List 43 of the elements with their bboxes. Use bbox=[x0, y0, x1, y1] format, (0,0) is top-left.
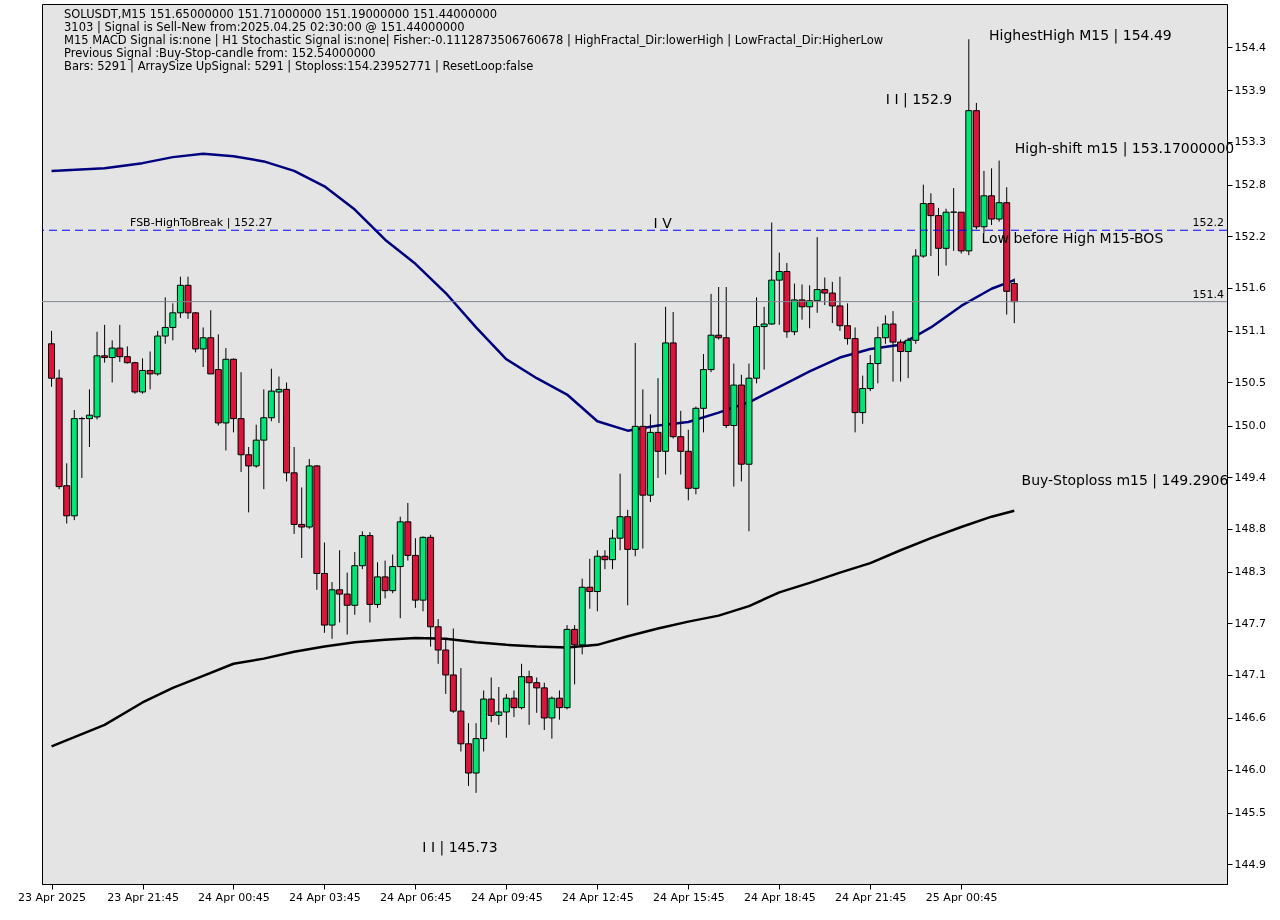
y-tick-label: 146.6 bbox=[1234, 711, 1266, 725]
x-tick-label: 24 Apr 00:45 bbox=[198, 890, 270, 904]
annotation: SOLUSDT,M15 151.65000000 151.71000000 151.19000000 151.44000000 bbox=[64, 7, 498, 21]
y-tick-label: 145.5 bbox=[1234, 806, 1266, 820]
x-tick-label: 24 Apr 09:45 bbox=[471, 890, 543, 904]
annotation: 152.2 bbox=[1192, 216, 1224, 230]
annotation: HighestHigh M15 | 154.49 bbox=[989, 27, 1172, 45]
y-tick-label: 147.7 bbox=[1234, 616, 1266, 630]
x-tick-label: 23 Apr 2025 bbox=[18, 890, 87, 904]
x-tick-label: 25 Apr 00:45 bbox=[925, 890, 998, 904]
annotation: 3103 | Signal is Sell-New from:2025.04.25 02:30:00 @ 151.44000000 bbox=[64, 20, 465, 34]
y-tick-label: 146.0 bbox=[1234, 763, 1266, 777]
y-tick-label: 148.3 bbox=[1234, 565, 1266, 579]
annotation: I I | 145.73 bbox=[422, 838, 498, 856]
y-tick-label: 152.2 bbox=[1234, 229, 1266, 243]
y-tick-label: 153.3 bbox=[1234, 135, 1266, 149]
annotation: 151.4 bbox=[1192, 287, 1224, 301]
y-tick-label: 151.1 bbox=[1234, 324, 1266, 338]
x-tick-label: 24 Apr 12:45 bbox=[561, 890, 634, 904]
y-tick-label: 154.4 bbox=[1234, 40, 1266, 54]
annotation: I I | 152.9 bbox=[885, 91, 953, 109]
x-tick-label: 24 Apr 15:45 bbox=[652, 890, 725, 904]
annotation: Previous Signal :Buy-Stop-candle from: 152.54000000 bbox=[64, 46, 376, 60]
y-tick-label: 150.5 bbox=[1234, 375, 1266, 389]
ref-line-label: FSB-HighToBreak | 152.27 bbox=[130, 216, 273, 230]
line-series bbox=[50, 509, 1016, 748]
y-tick-label: 153.9 bbox=[1234, 83, 1266, 97]
y-tick-label: 144.9 bbox=[1234, 857, 1266, 871]
annotation: Bars: 5291 | ArraySize UpSignal: 5291 | Stoploss:154.23952771 | ResetLoop:false bbox=[64, 59, 534, 73]
y-tick-label: 150.0 bbox=[1234, 419, 1266, 433]
annotation: Buy-Stoploss m15 | 149.2906 bbox=[1021, 471, 1229, 489]
x-tick-label: 24 Apr 06:45 bbox=[380, 890, 452, 904]
y-tick-label: 147.1 bbox=[1234, 668, 1266, 682]
x-tick-label: 23 Apr 21:45 bbox=[107, 890, 179, 904]
y-tick-label: 152.8 bbox=[1234, 178, 1266, 192]
x-tick-label: 24 Apr 18:45 bbox=[743, 890, 816, 904]
y-tick-label: 151.6 bbox=[1234, 281, 1266, 295]
x-tick-label: 24 Apr 03:45 bbox=[289, 890, 361, 904]
y-tick-label: 148.8 bbox=[1234, 522, 1266, 536]
annotation: M15 MACD Signal is:none | H1 Stochastic Signal is:none| Fisher:-0.1112873506760678 | HighFractal_Dir:lowerHigh | LowFractal_Dir:HigherLow bbox=[64, 33, 884, 47]
annotation: I V bbox=[653, 214, 673, 231]
y-tick-label: 149.4 bbox=[1234, 470, 1266, 484]
x-tick-label: 24 Apr 21:45 bbox=[834, 890, 907, 904]
